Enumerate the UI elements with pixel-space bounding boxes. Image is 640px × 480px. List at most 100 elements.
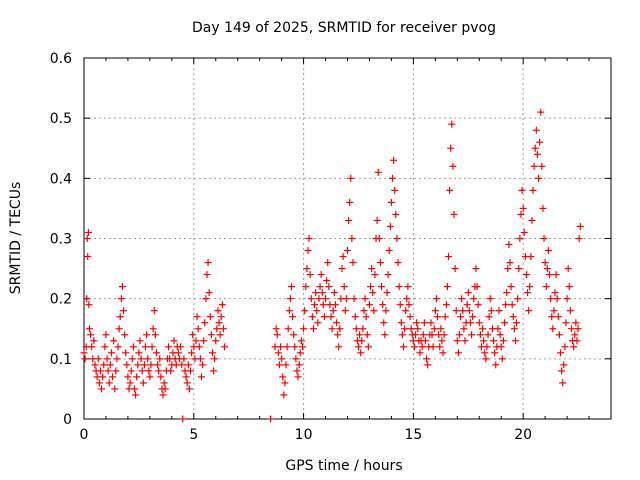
data-point [157, 373, 165, 381]
data-point [206, 313, 214, 321]
data-point [414, 325, 422, 333]
grid-lines [84, 58, 611, 419]
data-point [115, 325, 123, 333]
data-point [161, 385, 169, 393]
data-point [199, 361, 207, 369]
data-point [143, 331, 151, 339]
data-point [98, 385, 106, 393]
data-point [297, 337, 305, 345]
data-point [140, 361, 148, 369]
data-point [284, 325, 292, 333]
data-point [216, 331, 224, 339]
data-point [132, 391, 140, 399]
data-point [100, 361, 108, 369]
data-point [145, 367, 153, 375]
data-point [324, 259, 332, 267]
data-point [192, 337, 200, 345]
data-point [281, 379, 289, 387]
data-point [292, 355, 300, 363]
data-point [525, 307, 533, 315]
data-point [96, 367, 104, 375]
y-tick-label: 0.3 [50, 232, 72, 248]
data-point [300, 325, 308, 333]
data-point [315, 295, 323, 303]
data-point [427, 319, 435, 327]
data-point [179, 415, 187, 423]
data-point [141, 343, 149, 351]
axis-ticks [83, 57, 611, 420]
x-tick-labels: 0 5 10 15 20 [80, 427, 533, 443]
data-point [555, 331, 563, 339]
data-point [154, 361, 162, 369]
data-point [221, 343, 229, 351]
data-point [515, 265, 523, 273]
data-point [401, 325, 409, 333]
data-point [363, 331, 371, 339]
data-point [475, 319, 483, 327]
data-point [204, 259, 212, 267]
data-point [330, 289, 338, 297]
data-point [274, 349, 282, 357]
data-point [513, 319, 521, 327]
data-point [121, 331, 129, 339]
data-point [283, 343, 291, 351]
data-point [431, 307, 439, 315]
data-point [136, 337, 144, 345]
data-point [457, 313, 465, 321]
data-point [318, 289, 326, 297]
data-point [527, 253, 535, 261]
data-point [424, 361, 432, 369]
data-point [490, 337, 498, 345]
data-point [149, 325, 157, 333]
data-point [362, 313, 370, 321]
data-point [398, 331, 406, 339]
data-point [364, 343, 372, 351]
data-point [378, 283, 386, 291]
data-point [397, 319, 405, 327]
data-point [389, 174, 397, 182]
data-point [495, 307, 503, 315]
data-point [463, 301, 471, 309]
data-point [214, 307, 222, 315]
data-point [301, 307, 309, 315]
data-point [562, 319, 570, 327]
data-point [508, 301, 516, 309]
data-point [344, 247, 351, 255]
data-point [549, 325, 557, 333]
data-point [167, 367, 175, 375]
data-point [306, 271, 314, 279]
data-point [516, 235, 524, 242]
data-point [522, 271, 530, 279]
y-tick-label: 0.5 [50, 111, 72, 127]
x-tick-label: 0 [80, 427, 89, 443]
data-point [501, 319, 509, 327]
data-point [418, 343, 426, 351]
data-point [548, 313, 556, 321]
data-point [453, 337, 461, 345]
data-point [420, 319, 428, 327]
data-point [288, 283, 296, 291]
data-point [573, 337, 581, 345]
data-point [499, 337, 507, 345]
data-point [200, 337, 208, 345]
data-point [215, 319, 223, 327]
data-point [328, 325, 336, 333]
data-point [450, 210, 458, 218]
data-point [354, 343, 362, 351]
data-point [470, 295, 478, 303]
data-point [561, 343, 569, 351]
data-point [170, 337, 178, 345]
data-point [327, 313, 335, 321]
data-point [551, 289, 559, 297]
data-point [350, 295, 358, 303]
data-point [345, 216, 353, 224]
data-point [333, 319, 341, 327]
data-point [483, 343, 491, 351]
data-point [367, 283, 375, 291]
data-point [304, 247, 312, 255]
data-point [575, 235, 583, 242]
data-point [360, 307, 368, 315]
x-axis-label: GPS time / hours [285, 458, 402, 474]
data-point [351, 313, 359, 321]
data-point [537, 108, 545, 116]
